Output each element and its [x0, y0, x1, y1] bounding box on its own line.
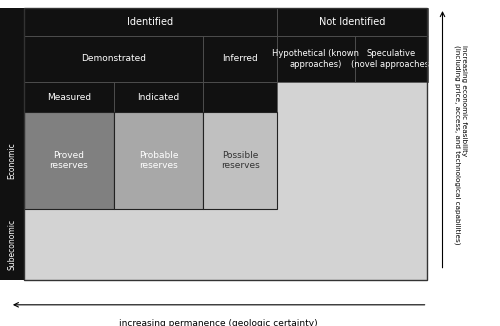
Text: Demonstrated: Demonstrated	[81, 54, 146, 63]
Text: Proved
reserves: Proved reserves	[50, 151, 88, 170]
Bar	[203, 112, 277, 209]
Text: Measured: Measured	[47, 93, 91, 102]
Bar	[114, 82, 203, 112]
Bar	[24, 36, 203, 82]
Bar	[0, 8, 24, 112]
Text: Possible
reserves: Possible reserves	[220, 151, 260, 170]
Text: Identified: Identified	[128, 17, 174, 27]
Text: Speculative
(novel approaches): Speculative (novel approaches)	[350, 49, 432, 68]
Bar	[0, 112, 24, 209]
Bar	[0, 209, 24, 280]
Bar	[277, 8, 428, 36]
Text: Probable
reserves: Probable reserves	[139, 151, 178, 170]
Text: Inferred: Inferred	[222, 54, 258, 63]
Text: Indicated: Indicated	[138, 93, 179, 102]
Text: increasing economic feasibility
(including price, access, and technological capa: increasing economic feasibility (includi…	[454, 45, 467, 244]
Text: increasing permanence (geologic certainty): increasing permanence (geologic certaint…	[120, 319, 318, 326]
Text: Economic: Economic	[8, 142, 16, 179]
Bar	[203, 82, 277, 112]
Bar	[24, 82, 114, 112]
Bar	[355, 36, 428, 82]
Bar	[24, 8, 277, 36]
Bar	[203, 36, 277, 82]
Text: Not Identified: Not Identified	[319, 17, 386, 27]
Bar	[24, 112, 114, 209]
Bar	[277, 36, 355, 82]
Text: Subeconomic: Subeconomic	[8, 219, 16, 270]
Bar	[24, 8, 427, 280]
Bar	[114, 112, 203, 209]
Text: Hypothetical (known
approaches): Hypothetical (known approaches)	[272, 49, 360, 68]
Bar	[24, 8, 427, 280]
